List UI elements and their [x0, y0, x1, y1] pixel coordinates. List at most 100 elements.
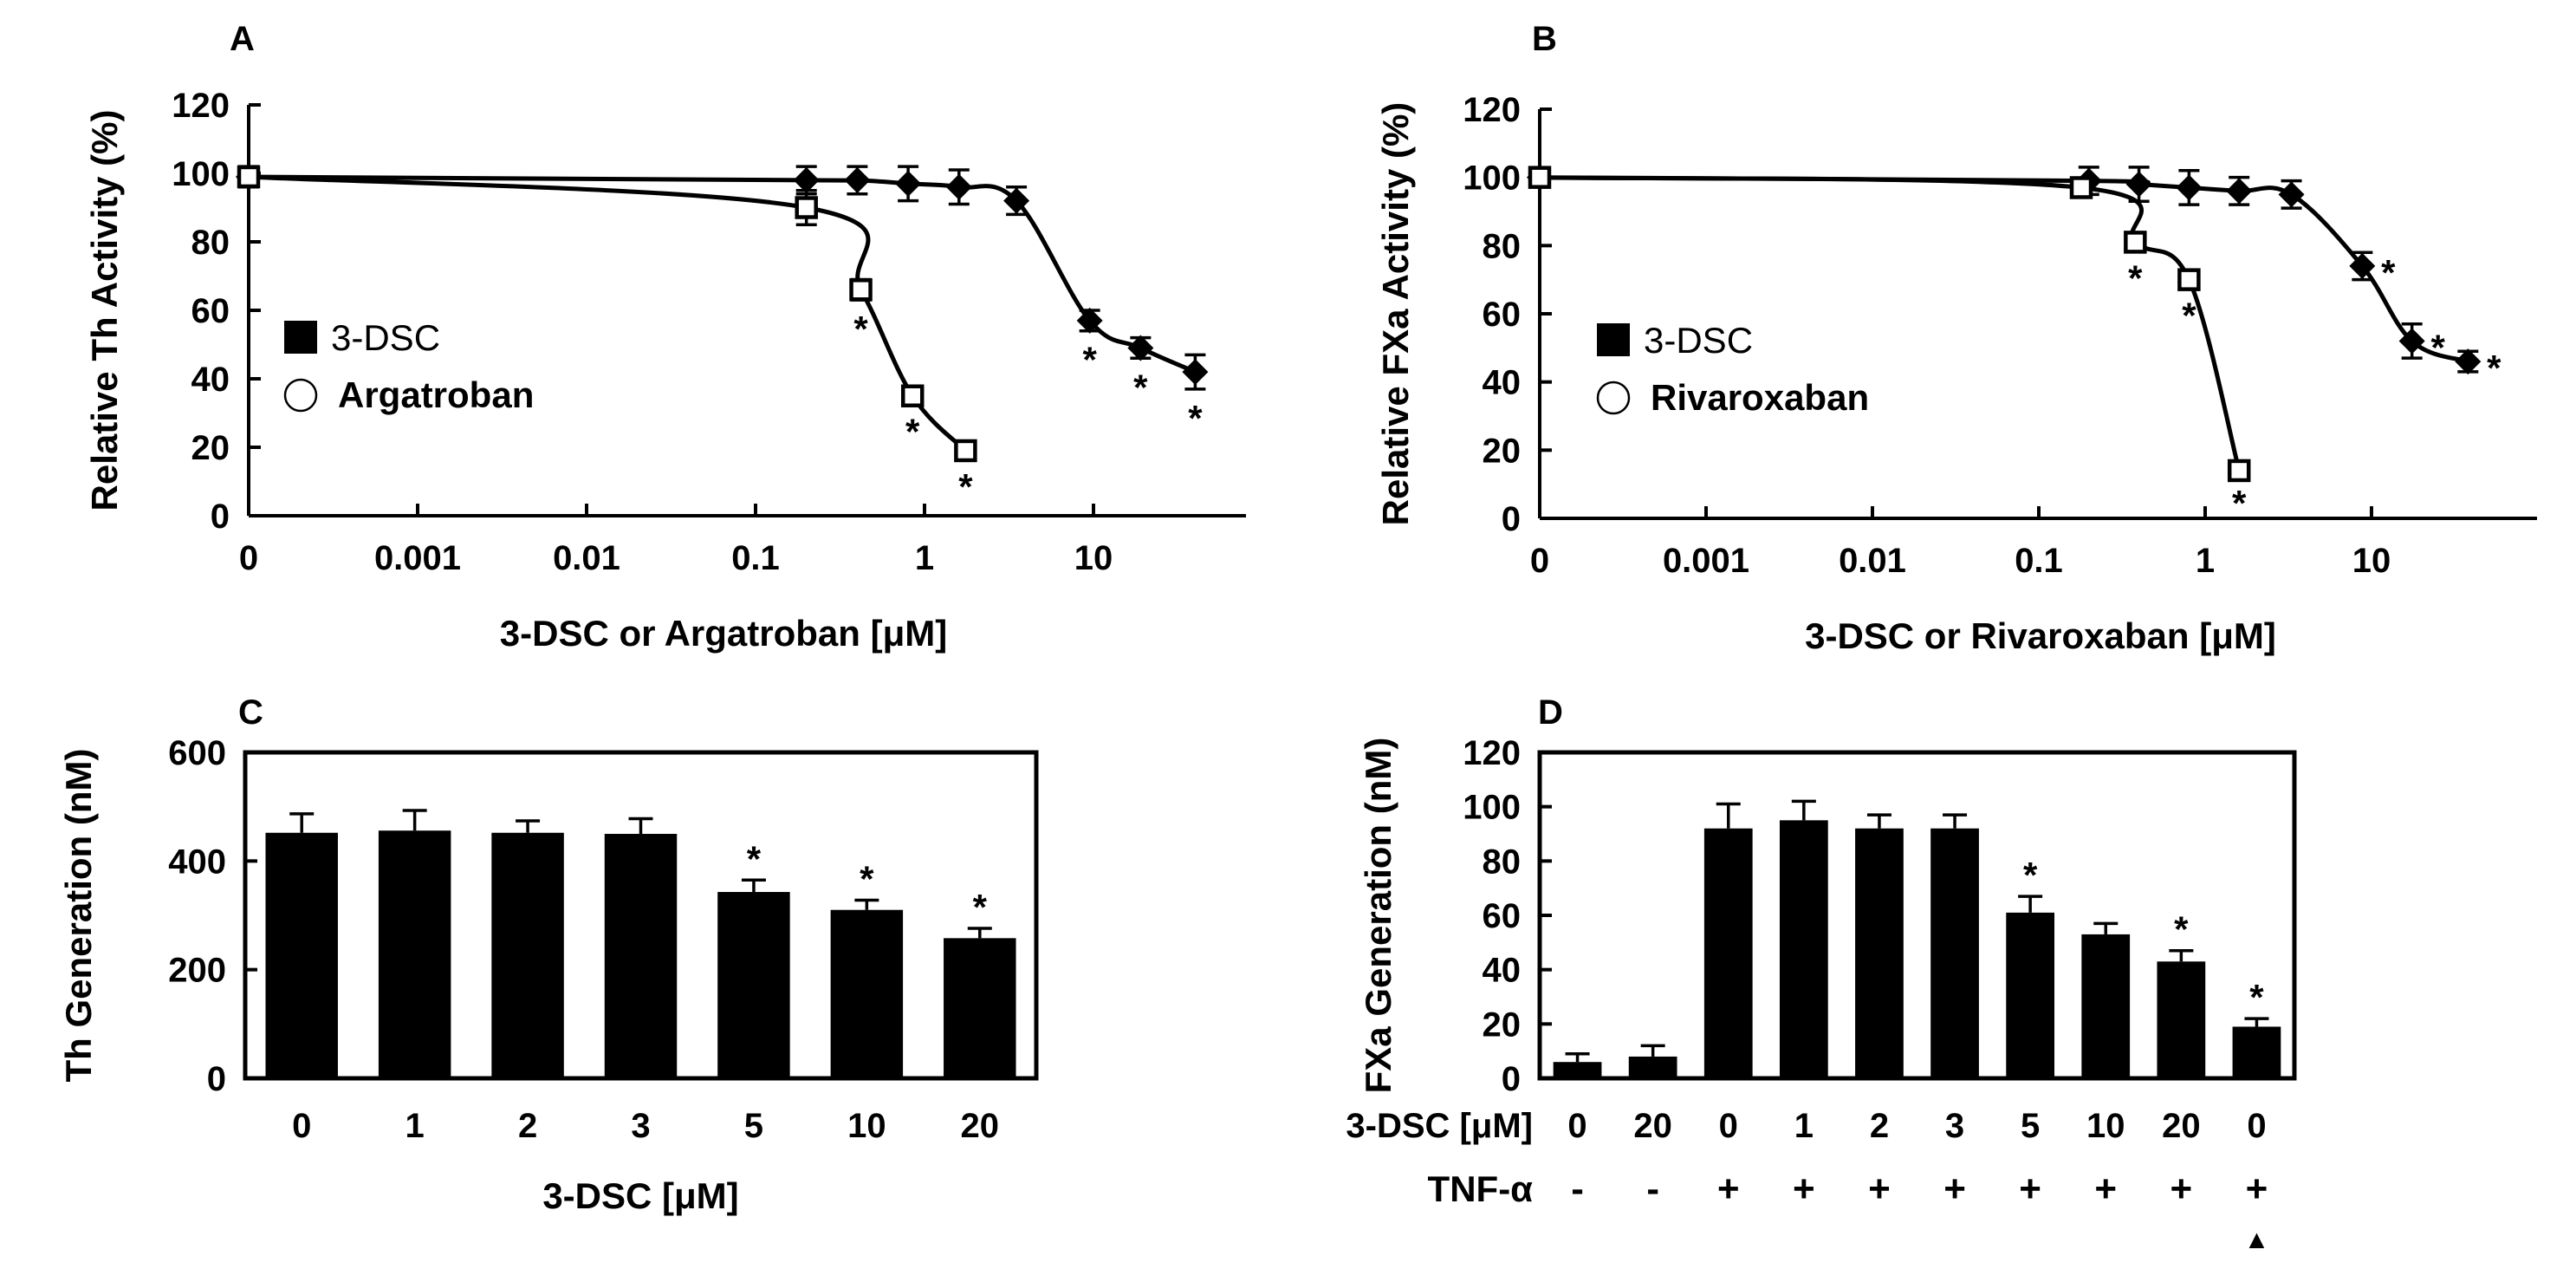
data-point-square [795, 196, 818, 219]
x-tick-label: 0 [1719, 1107, 1738, 1145]
y-tick-label: 20 [191, 429, 230, 467]
tnf-alpha-sign: - [1646, 1168, 1659, 1210]
y-tick-label: 200 [168, 952, 226, 990]
tnf-alpha-sign: + [2019, 1168, 2041, 1210]
data-point-square [849, 278, 873, 302]
x-tick-label: 10 [2086, 1107, 2125, 1145]
x-tick-label: 20 [2162, 1107, 2201, 1145]
tnf-alpha-sign: + [1868, 1168, 1891, 1210]
x-tick-label: 10 [1074, 539, 1113, 577]
data-point-square [900, 384, 925, 407]
legend-label: Argatroban [338, 374, 534, 415]
tnf-alpha-label: TNF-α [1428, 1168, 1534, 1209]
data-point-diamond [1003, 187, 1030, 214]
y-tick-label: 120 [1463, 91, 1521, 129]
legend-label: 3-DSC [331, 317, 440, 358]
legend-label: Rivaroxaban [1651, 377, 1869, 418]
bar [378, 830, 451, 1078]
x-axis-title: 3-DSC or Rivaroxaban [μM] [1805, 615, 2276, 656]
data-point-diamond [2125, 171, 2152, 198]
bar [2157, 961, 2206, 1078]
data-point-diamond [895, 170, 922, 197]
y-tick-label: 60 [191, 292, 230, 330]
panel-label-d: D [1538, 693, 1563, 732]
x-axis-title: 3-DSC [μM] [1346, 1107, 1533, 1145]
significance-star: * [2487, 348, 2501, 388]
y-tick-label: 0 [1502, 500, 1521, 538]
y-tick-label: 400 [168, 843, 226, 881]
tnf-alpha-sign: + [2246, 1168, 2268, 1210]
bar [1930, 828, 1979, 1078]
significance-star: * [1188, 398, 1203, 439]
data-point-diamond [2278, 181, 2305, 208]
x-tick-label: 0 [1567, 1107, 1586, 1145]
x-tick-label: 0.01 [1839, 542, 1906, 580]
x-tick-label: 0.1 [731, 539, 780, 577]
significance-star: * [2128, 257, 2143, 298]
x-tick-label: 10 [847, 1107, 886, 1145]
y-tick-label: 100 [1463, 789, 1521, 827]
significance-star: * [973, 887, 988, 927]
significance-star: * [2381, 252, 2396, 293]
panel-d: D 0 20 40 60 80 100 120 0 - 20 - 0 +1 +2 +3 + * 5 +10 + * 20 +… [1346, 693, 2297, 1254]
panel-label-c: C [238, 693, 263, 732]
significance-star: * [747, 838, 762, 879]
tnf-alpha-sign: + [2094, 1168, 2117, 1210]
x-tick-label: 20 [961, 1107, 1000, 1145]
y-axis-title: Relative FXa Activity (%) [1375, 102, 1416, 526]
y-tick-label: 0 [1502, 1060, 1521, 1098]
x-axis-title: 3-DSC or Argatroban [μM] [500, 613, 947, 654]
significance-star: * [2023, 855, 2038, 895]
y-tick-label: 60 [1483, 897, 1522, 935]
data-point-square [954, 439, 977, 463]
x-axis-title: 3-DSC [μM] [542, 1175, 738, 1216]
x-tick-label: 3 [1945, 1107, 1964, 1145]
y-tick-label: 80 [191, 224, 230, 262]
y-tick-label: 600 [168, 734, 226, 772]
data-point-diamond [2349, 252, 2376, 279]
x-tick-label: 1 [2196, 542, 2215, 580]
y-tick-label: 20 [1483, 1005, 1522, 1044]
significance-star: * [1082, 340, 1097, 381]
significance-star: * [853, 309, 868, 349]
significance-star: * [2182, 296, 2196, 336]
panel-label-a: A [230, 20, 255, 58]
tnf-alpha-sign: + [1717, 1168, 1740, 1210]
significance-star: * [860, 858, 874, 899]
y-axis-title: Th Generation (nM) [58, 749, 99, 1083]
legend-label: 3-DSC [1644, 320, 1753, 361]
x-tick-label: 0 [239, 539, 258, 577]
x-tick-label: 0.001 [374, 539, 461, 577]
x-tick-label: 1 [1794, 1107, 1814, 1145]
tnf-alpha-sign: - [1571, 1168, 1584, 1210]
tnf-alpha-sign: + [1943, 1168, 1966, 1210]
bar [717, 892, 790, 1078]
legend-marker-filled-square [1597, 323, 1630, 356]
bar [265, 832, 338, 1078]
data-point-diamond [2176, 174, 2203, 201]
x-tick-label: 1 [915, 539, 934, 577]
x-tick-label: 0 [1530, 542, 1549, 580]
x-tick-label: 0 [2247, 1107, 2266, 1145]
data-point-diamond [1182, 359, 1209, 386]
bar [1628, 1056, 1677, 1078]
legend-marker-open-circle [1596, 381, 1631, 415]
bar [1553, 1062, 1602, 1078]
y-tick-label: 120 [172, 87, 230, 125]
data-point-square [2069, 176, 2093, 199]
triangle-marker: ▲ [2244, 1226, 2270, 1254]
panel-b: B 0 20 40 60 80 100 120 0 0.001 0.01 0.1 1 10 3-DSC o… [1375, 20, 2537, 656]
x-tick-label: 20 [1633, 1107, 1672, 1145]
bar [1855, 828, 1904, 1078]
data-point-diamond [2455, 348, 2482, 375]
data-point-square [1528, 166, 1552, 189]
x-tick-label: 5 [2021, 1107, 2040, 1145]
legend-marker-open-circle [283, 378, 318, 413]
significance-star: * [2430, 327, 2445, 368]
y-tick-label: 80 [1483, 843, 1522, 881]
y-tick-label: 80 [1483, 227, 1522, 265]
x-tick-label: 2 [518, 1107, 537, 1145]
y-tick-label: 20 [1483, 432, 1522, 470]
data-point-square [2124, 231, 2147, 254]
